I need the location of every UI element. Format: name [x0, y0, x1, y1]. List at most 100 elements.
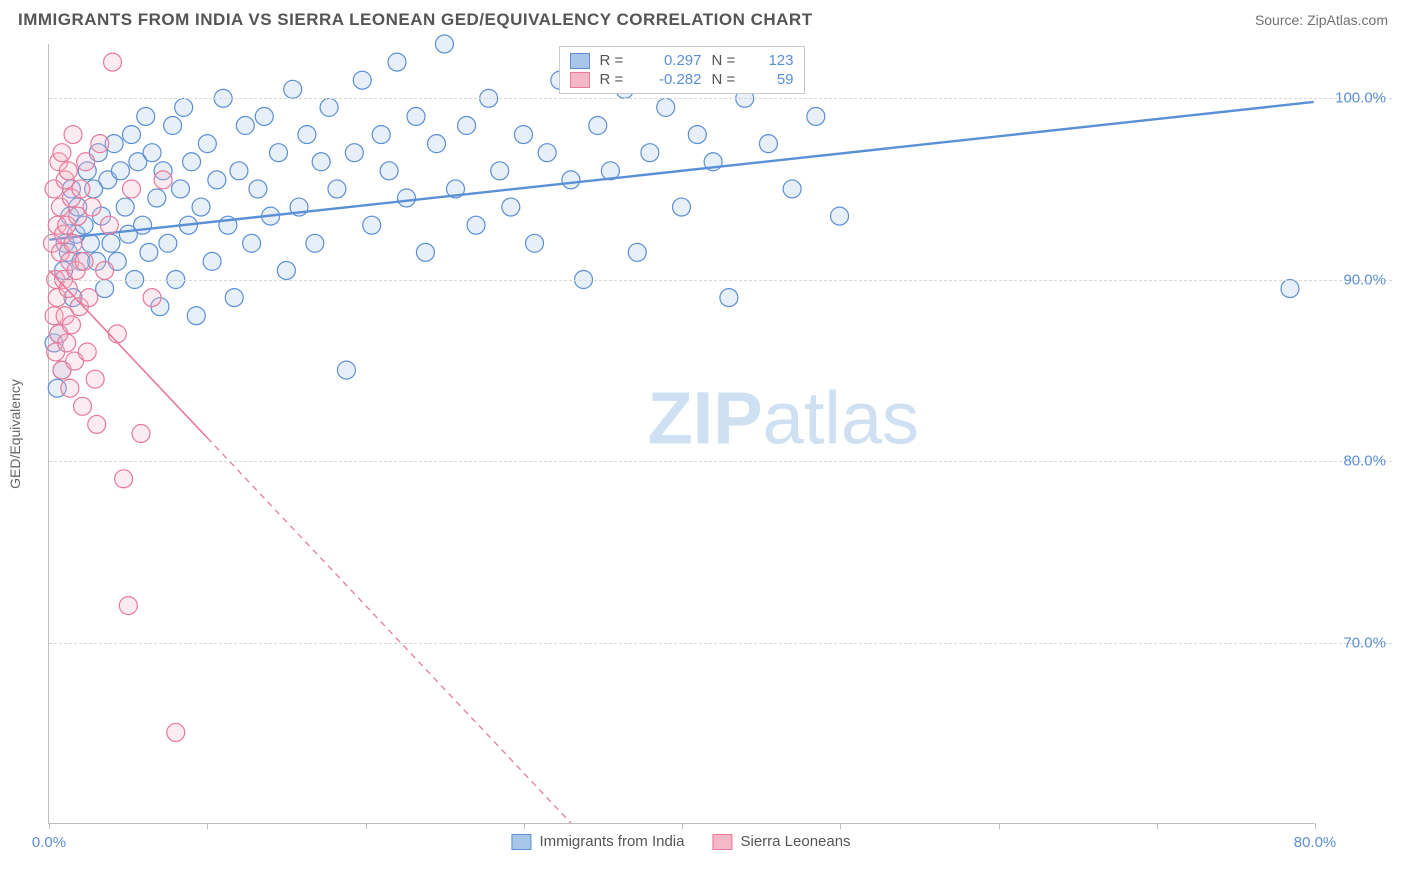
chart-header: IMMIGRANTS FROM INDIA VS SIERRA LEONEAN … [0, 0, 1406, 38]
data-point [284, 80, 302, 98]
data-point [83, 198, 101, 216]
x-tick [207, 823, 208, 829]
data-point [306, 234, 324, 252]
data-point [148, 189, 166, 207]
legend-swatch [570, 53, 590, 69]
y-tick-label: 80.0% [1343, 453, 1386, 470]
legend-r-value: 0.297 [644, 52, 702, 69]
data-point [337, 361, 355, 379]
data-point [102, 234, 120, 252]
data-point [435, 35, 453, 53]
data-point [641, 144, 659, 162]
data-point [58, 334, 76, 352]
data-point [1281, 280, 1299, 298]
data-point [428, 135, 446, 153]
data-point [328, 180, 346, 198]
data-point [77, 153, 95, 171]
legend-n-label: N = [712, 52, 746, 69]
x-tick [49, 823, 50, 829]
legend-r-value: -0.282 [644, 71, 702, 88]
data-point [269, 144, 287, 162]
data-point [657, 98, 675, 116]
data-point [96, 280, 114, 298]
data-point [59, 162, 77, 180]
legend-swatch [570, 72, 590, 88]
data-point [143, 289, 161, 307]
data-point [123, 126, 141, 144]
data-point [140, 243, 158, 261]
chart-source: Source: ZipAtlas.com [1255, 12, 1388, 28]
y-tick-label: 90.0% [1343, 271, 1386, 288]
data-point [100, 216, 118, 234]
legend-n-value: 123 [756, 52, 794, 69]
data-point [132, 425, 150, 443]
data-point [80, 289, 98, 307]
data-point [502, 198, 520, 216]
data-point [320, 98, 338, 116]
data-point [720, 289, 738, 307]
legend-series-item: Immigrants from India [511, 833, 684, 850]
gridline-h [49, 280, 1392, 281]
data-point [345, 144, 363, 162]
x-tick [1315, 823, 1316, 829]
data-point [78, 343, 96, 361]
data-point [688, 126, 706, 144]
data-point [458, 117, 476, 135]
data-point [116, 198, 134, 216]
data-point [783, 180, 801, 198]
data-point [53, 144, 71, 162]
data-point [363, 216, 381, 234]
x-tick-label: 80.0% [1294, 834, 1337, 851]
data-point [243, 234, 261, 252]
data-point [91, 135, 109, 153]
legend-n-value: 59 [756, 71, 794, 88]
x-tick [999, 823, 1000, 829]
gridline-h [49, 461, 1392, 462]
data-point [628, 243, 646, 261]
data-point [154, 171, 172, 189]
data-point [192, 198, 210, 216]
data-point [491, 162, 509, 180]
data-point [831, 207, 849, 225]
gridline-h [49, 98, 1392, 99]
data-point [96, 261, 114, 279]
x-tick [682, 823, 683, 829]
data-point [277, 261, 295, 279]
x-tick [840, 823, 841, 829]
data-point [123, 180, 141, 198]
data-point [467, 216, 485, 234]
data-point [61, 379, 79, 397]
data-point [72, 180, 90, 198]
data-point [538, 144, 556, 162]
data-point [64, 234, 82, 252]
data-point [526, 234, 544, 252]
data-point [111, 162, 129, 180]
data-point [143, 144, 161, 162]
data-point [134, 216, 152, 234]
source-label: Source: [1255, 12, 1307, 28]
source-value: ZipAtlas.com [1307, 12, 1388, 28]
data-point [137, 107, 155, 125]
data-point [108, 325, 126, 343]
data-point [62, 316, 80, 334]
legend-n-label: N = [712, 71, 746, 88]
data-point [64, 126, 82, 144]
chart-title: IMMIGRANTS FROM INDIA VS SIERRA LEONEAN … [18, 10, 813, 30]
chart-svg [49, 44, 1314, 823]
data-point [75, 252, 93, 270]
data-point [159, 234, 177, 252]
data-point [255, 107, 273, 125]
y-tick-label: 100.0% [1335, 90, 1386, 107]
legend-series-label: Immigrants from India [539, 833, 684, 850]
data-point [104, 53, 122, 71]
legend-series: Immigrants from IndiaSierra Leoneans [511, 833, 850, 850]
x-tick-label: 0.0% [32, 834, 66, 851]
data-point [225, 289, 243, 307]
data-point [175, 98, 193, 116]
legend-r-label: R = [600, 71, 634, 88]
x-tick [1157, 823, 1158, 829]
legend-swatch [511, 834, 531, 850]
plot-area: GED/Equivalency R =0.297N =123R =-0.282N… [48, 44, 1314, 824]
x-tick [524, 823, 525, 829]
data-point [164, 117, 182, 135]
